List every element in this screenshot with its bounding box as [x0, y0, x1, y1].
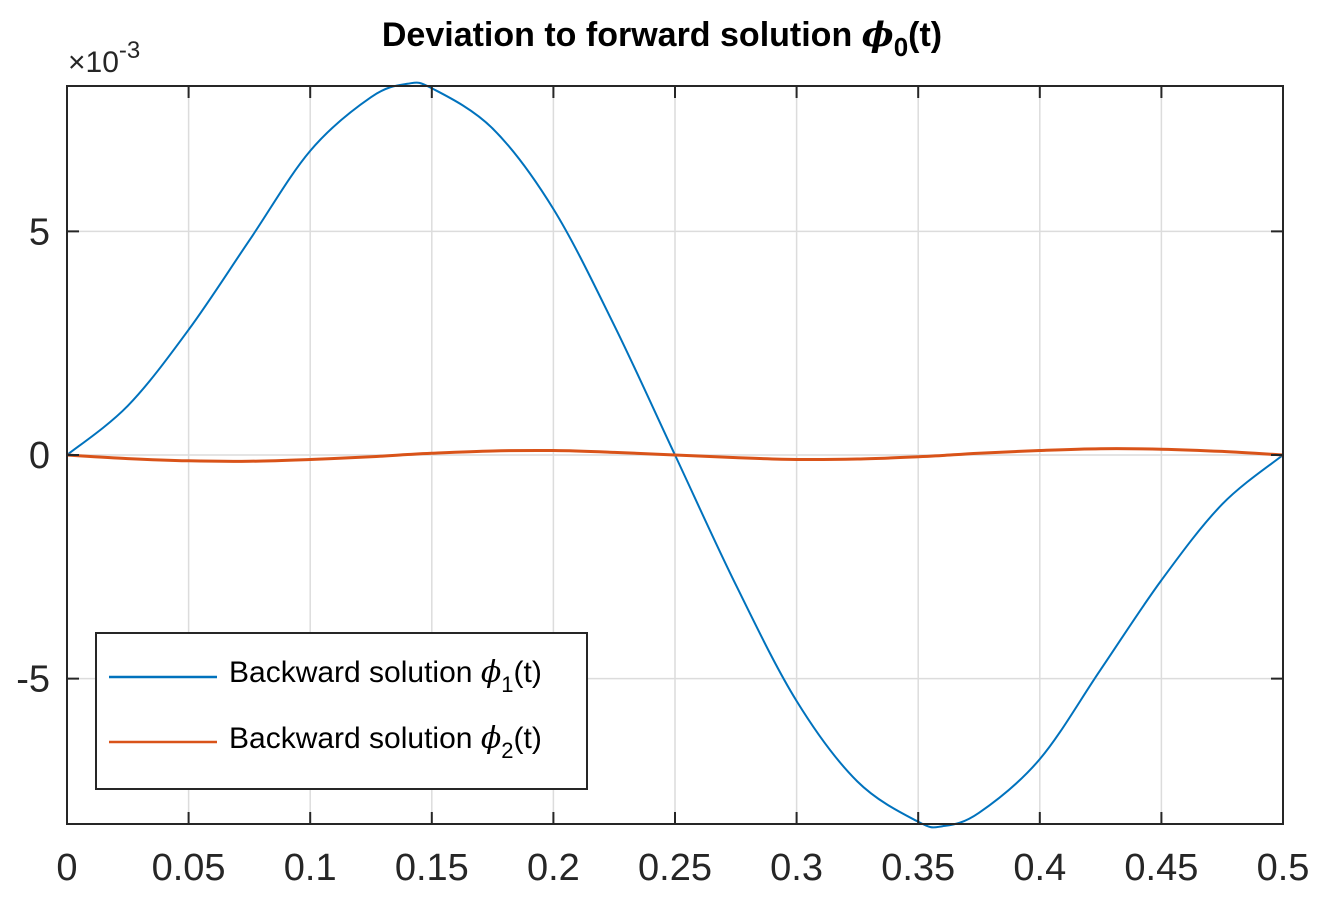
x-tick-label: 0.1	[284, 847, 337, 889]
y-tick-label: 5	[29, 211, 50, 253]
x-tick-label: 0.35	[881, 847, 955, 889]
x-tick-label: 0.25	[638, 847, 712, 889]
x-tick-label: 0.15	[395, 847, 469, 889]
y-exponent-label: ×10-3	[68, 37, 140, 79]
x-tick-label: 0.3	[770, 847, 823, 889]
y-tick-label: 0	[29, 435, 50, 477]
x-tick-label: 0.2	[527, 847, 580, 889]
axis-ticks: 0 0.05 0.1 0.15 0.2 0.25 0.3 0.35 0.4 0.45 0.5 -5 0 5	[16, 86, 1309, 889]
x-tick-label: 0.4	[1013, 847, 1066, 889]
legend: Backward solution ϕ1(t) Backward solutio…	[95, 632, 588, 790]
x-tick-label: 0.5	[1257, 847, 1310, 889]
series-line-2	[66, 447, 1284, 463]
y-tick-label: -5	[16, 659, 50, 701]
x-tick-label: 0.45	[1124, 847, 1198, 889]
legend-label-series-1: Backward solution ϕ1(t)	[229, 655, 542, 697]
x-tick-label: 0	[56, 847, 77, 889]
legend-box	[95, 632, 588, 790]
legend-label-series-2: Backward solution ϕ2(t)	[229, 721, 542, 763]
series-lines	[66, 81, 1284, 829]
x-tick-label: 0.05	[152, 847, 226, 889]
chart-title: Deviation to forward solution ϕ0(t)	[382, 15, 942, 62]
